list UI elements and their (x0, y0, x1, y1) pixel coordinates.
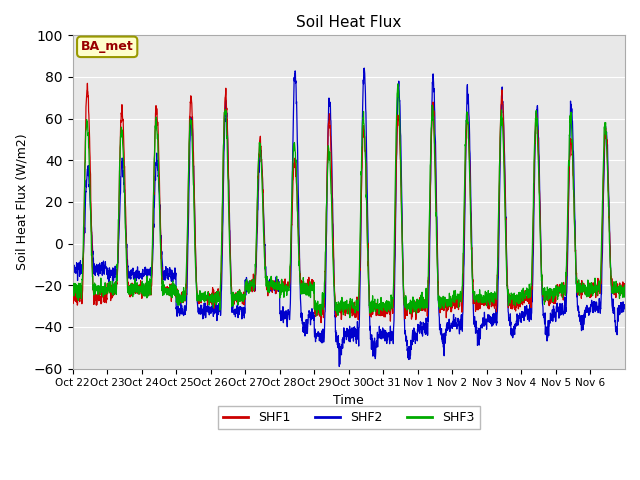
SHF1 (547, 300, 554, 305)
SHF2 (621, 306, 629, 312)
Legend: SHF1, SHF2, SHF3: SHF1, SHF2, SHF3 (218, 406, 480, 429)
SHF3 (382, 299, 390, 304)
SHF3 (547, 286, 554, 291)
Line: SHF2: SHF2 (72, 68, 625, 367)
SHF1 (516, 299, 524, 304)
SHF3 (124, 290, 132, 296)
SHF1 (243, 287, 251, 292)
SHF1 (614, 281, 621, 287)
SHF3 (243, 283, 251, 289)
SHF1 (84, 81, 92, 86)
SHF3 (346, 315, 354, 321)
SHF1 (317, 320, 325, 325)
SHF1 (383, 305, 390, 311)
Text: BA_met: BA_met (81, 40, 134, 53)
SHF2 (516, 312, 524, 318)
SHF2 (68, 263, 76, 268)
Title: Soil Heat Flux: Soil Heat Flux (296, 15, 401, 30)
SHF2 (383, 331, 390, 336)
SHF3 (516, 293, 524, 299)
SHF2 (360, 65, 368, 71)
Line: SHF1: SHF1 (72, 84, 625, 323)
SHF2 (124, 264, 132, 270)
SHF1 (68, 290, 76, 296)
SHF1 (621, 288, 629, 294)
SHF3 (621, 286, 629, 291)
SHF3 (614, 287, 621, 293)
SHF3 (68, 291, 76, 297)
SHF1 (124, 279, 132, 285)
SHF2 (335, 364, 343, 370)
SHF3 (394, 81, 402, 87)
SHF2 (243, 278, 251, 284)
Y-axis label: Soil Heat Flux (W/m2): Soil Heat Flux (W/m2) (15, 133, 28, 270)
Line: SHF3: SHF3 (72, 84, 625, 318)
SHF2 (547, 311, 554, 317)
SHF2 (614, 305, 621, 311)
X-axis label: Time: Time (333, 394, 364, 407)
